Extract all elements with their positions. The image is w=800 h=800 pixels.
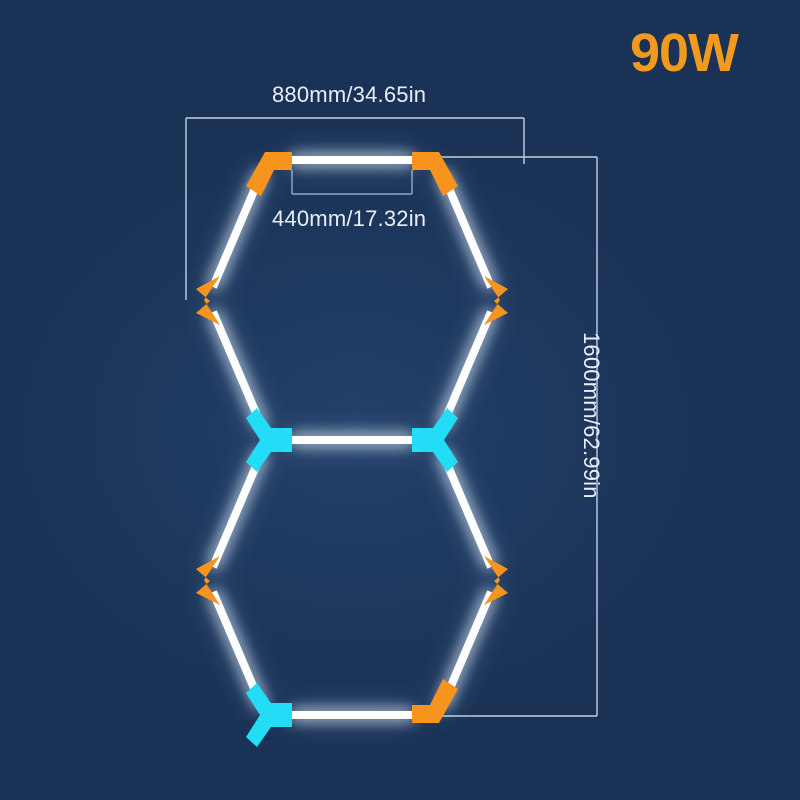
power-rating-label: 90W [629, 23, 739, 83]
chevron-connector-mid-left-lower [196, 556, 220, 605]
chevron-connector-mid-right-upper [484, 276, 508, 325]
dimension-overall-height [440, 156, 598, 717]
tri-connector-center-right [412, 408, 458, 472]
dimension-lines [185, 117, 598, 717]
chevron-connector-mid-right-lower [484, 556, 508, 605]
tube-bottom-right-upper [438, 450, 495, 569]
corner-connector-top-right [412, 152, 458, 196]
dimension-label-segment-length: 440mm/17.32in [272, 206, 427, 231]
tri-connector-center-left [246, 408, 292, 472]
tri-connector-bottom-left [246, 683, 292, 747]
orange-chevron-connectors [196, 276, 508, 605]
corner-connector-bottom-right [412, 679, 458, 723]
cyan-tri-connectors [246, 408, 458, 747]
dimension-label-overall-height: 1600mm/62.99in [579, 332, 604, 499]
tube-top-right-lower [438, 310, 495, 429]
tube-bottom-left-upper [209, 450, 266, 569]
dimension-segment-length [291, 170, 413, 195]
tube-top-left-lower [209, 310, 266, 429]
dimension-label-overall-width: 880mm/34.65in [272, 82, 427, 107]
led-tubes-core [209, 156, 495, 719]
chevron-connector-mid-left-upper [196, 276, 220, 325]
orange-corner-connectors [246, 152, 458, 723]
corner-connector-top-left [246, 152, 292, 196]
